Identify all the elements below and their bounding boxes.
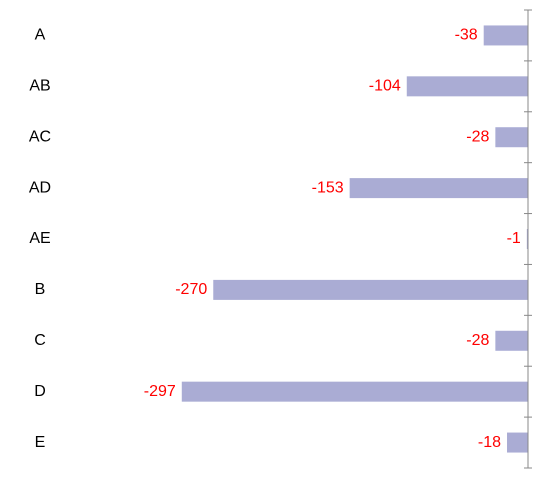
bar: [507, 432, 528, 453]
bar: [349, 178, 528, 199]
data-label: -28: [466, 128, 489, 145]
y-tick-label: B: [35, 281, 46, 298]
bar: [406, 76, 528, 97]
y-tick-label: D: [34, 383, 46, 400]
y-tick-label: A: [35, 27, 46, 44]
bar: [483, 25, 528, 46]
bar: [526, 229, 528, 249]
y-tick-label: C: [34, 332, 46, 349]
y-tick-label: AC: [29, 128, 51, 145]
data-label: -153: [312, 179, 344, 196]
data-label: -270: [175, 281, 207, 298]
y-tick-label: AD: [29, 179, 51, 196]
data-label: -38: [455, 27, 478, 44]
bar: [213, 279, 528, 300]
y-tick-label: E: [35, 434, 46, 451]
data-label: -104: [369, 78, 401, 95]
y-tick-label: AE: [29, 230, 50, 247]
y-tick-label: AB: [29, 78, 50, 95]
data-label: -18: [478, 434, 501, 451]
data-label: -1: [507, 230, 521, 247]
bar: [495, 330, 528, 351]
bar: [495, 127, 528, 148]
data-label: -28: [466, 332, 489, 349]
data-label: -297: [144, 383, 176, 400]
bar: [181, 381, 529, 402]
